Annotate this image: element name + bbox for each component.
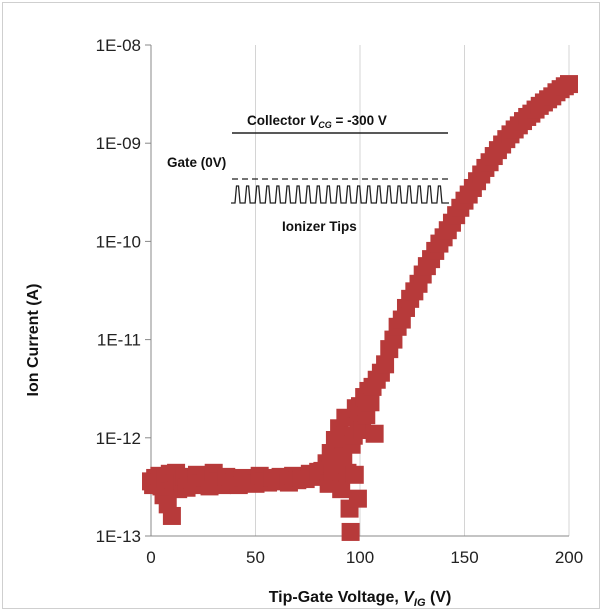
y-tick-label-1E-08: 1E-08	[96, 36, 141, 55]
collector-label-prefix: Collector	[247, 113, 309, 128]
x-tick-label-0: 0	[146, 548, 155, 567]
x-axis-title: Tip-Gate Voltage, VIG (V)	[269, 589, 452, 609]
y-tick-label-1E-09: 1E-09	[96, 134, 141, 153]
y-tick-label-1E-12: 1E-12	[96, 429, 141, 448]
data-point-75	[361, 393, 380, 412]
plot-axes	[145, 44, 569, 537]
data-point-77	[365, 424, 384, 443]
data-point-63	[341, 522, 360, 541]
x-tick-label-100: 100	[346, 548, 374, 567]
data-point-10	[162, 506, 181, 525]
x-tick-label-150: 150	[450, 548, 478, 567]
x-axis-title-unit: (V)	[426, 589, 452, 606]
ionizer-tips-waveform	[231, 185, 449, 204]
chart-frame: 1E-13 1E-12 1E-11 1E-10 1E-09 1E-08 0 50 100 150…	[2, 2, 600, 609]
collector-label-sub: CG	[318, 120, 332, 130]
vertical-gridlines	[255, 45, 570, 536]
data-point-124	[560, 75, 578, 94]
collector-label-suffix: = -300 V	[332, 113, 387, 128]
data-point-68	[348, 489, 367, 508]
ion-current-chart: 1E-13 1E-12 1E-11 1E-10 1E-09 1E-08 0 50 100 150…	[25, 36, 583, 609]
data-point-66	[345, 465, 364, 484]
x-axis-title-sub: IG	[414, 597, 426, 609]
data-point-80	[376, 355, 395, 374]
data-point-58	[332, 480, 351, 499]
x-axis-title-main: Tip-Gate Voltage,	[269, 589, 404, 606]
x-tick-label-50: 50	[246, 548, 265, 567]
device-schematic-inset: Collector VCG = -300 V Gate (0V) Ionizer…	[167, 113, 449, 234]
y-tick-label-1E-11: 1E-11	[97, 331, 141, 350]
x-tick-label-200: 200	[555, 548, 583, 567]
ionizer-tips-label: Ionizer Tips	[282, 219, 357, 234]
data-points	[142, 75, 578, 541]
gate-label: Gate (0V)	[167, 155, 226, 170]
collector-label-var: V	[309, 113, 319, 128]
y-axis-title: Ion Current (A)	[25, 284, 42, 397]
x-axis-title-var: V	[403, 589, 415, 606]
y-tick-label-1E-10: 1E-10	[96, 232, 141, 251]
y-tick-labels: 1E-13 1E-12 1E-11 1E-10 1E-09 1E-08	[96, 36, 141, 546]
y-tick-label-1E-13: 1E-13	[96, 527, 141, 546]
collector-label: Collector VCG = -300 V	[247, 113, 387, 130]
x-tick-labels: 0 50 100 150 200	[146, 548, 583, 567]
